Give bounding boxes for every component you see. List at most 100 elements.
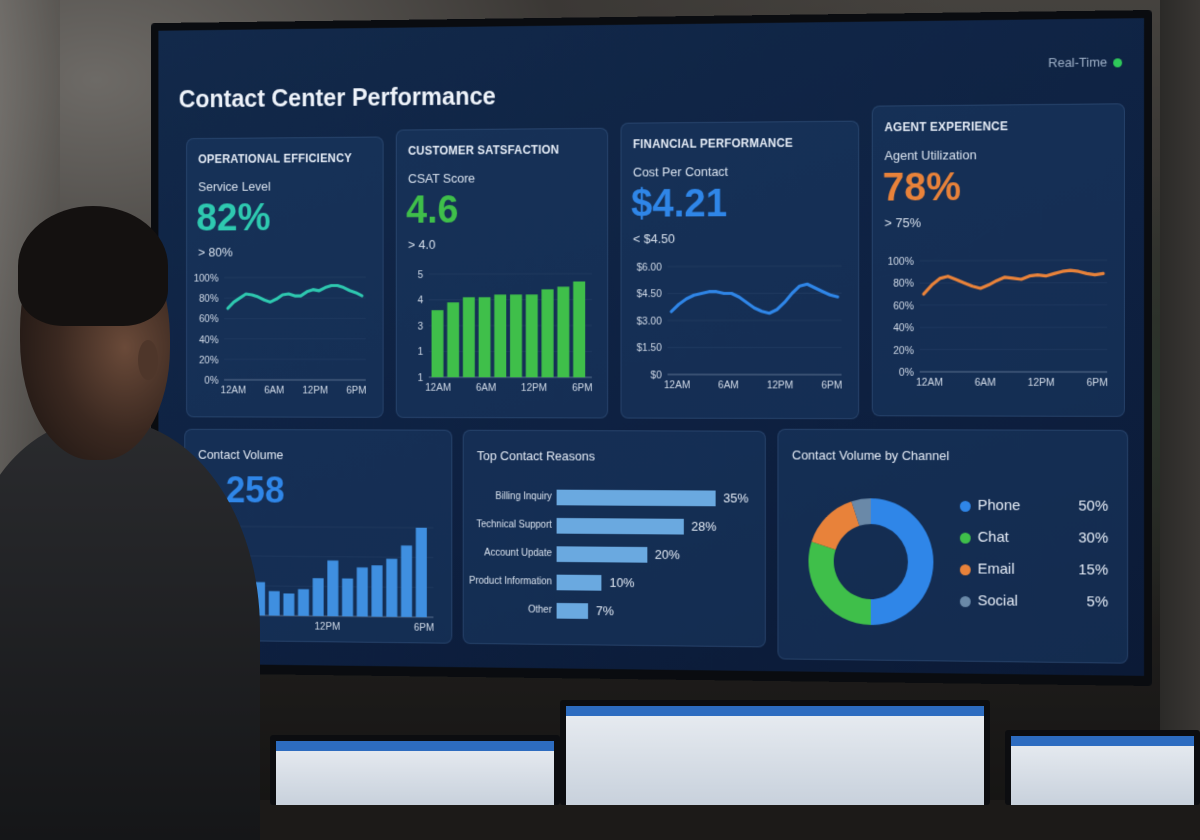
y-tick-label: $3.00	[637, 316, 662, 327]
reason-percent: 28%	[691, 519, 716, 534]
bar	[386, 559, 397, 617]
legend-label: Chat	[978, 529, 1009, 546]
kpi-card-satisfaction: CUSTOMER SATSFACTION CSAT Score 4.6 > 4.…	[396, 128, 608, 419]
legend-value: 50%	[1078, 498, 1108, 515]
y-tick-label: 40%	[893, 323, 914, 334]
x-tick-label: 12AM	[425, 383, 451, 394]
channel-legend: Phone50%Chat30%Email15%Social5%	[960, 496, 1108, 625]
legend-label: Email	[978, 561, 1015, 578]
cost-per-contact-line-chart: $6.00$4.50$3.00$1.50$012AM6AM12PM6PM	[625, 260, 852, 403]
donut-slice	[812, 501, 860, 550]
reason-bar	[557, 546, 648, 562]
legend-row: Chat30%	[960, 528, 1108, 561]
y-tick-label: $4.50	[637, 289, 662, 300]
reasons-title: Top Contact Reasons	[477, 448, 595, 463]
legend-row: Email 15%	[960, 559, 1108, 592]
kpi-metric: Cost Per Contact	[633, 164, 728, 179]
kpi-heading: AGENT EXPERIENCE	[884, 119, 1008, 134]
kpi-heading: CUSTOMER SATSFACTION	[408, 143, 559, 158]
reason-row: Technical Support 28%	[464, 515, 765, 537]
y-tick-label: 20%	[893, 345, 914, 356]
x-tick-label: 12PM	[315, 622, 341, 633]
status-dot-icon	[1113, 58, 1122, 67]
dashboard-screen: Contact Center Performance Real-Time OPE…	[158, 18, 1144, 676]
reason-percent: 35%	[723, 491, 748, 506]
channel-donut-chart	[798, 487, 944, 637]
gridline	[668, 266, 842, 267]
bar	[298, 589, 309, 616]
y-tick-label: 100%	[888, 257, 914, 268]
reasons-bar-chart: Billing Inquiry35%Technical Support28%Ac…	[464, 479, 765, 481]
bar	[313, 578, 324, 616]
bar	[463, 297, 475, 377]
legend-dot-icon	[960, 533, 971, 544]
y-tick-label: 1	[418, 373, 424, 384]
x-tick-label: 12PM	[1028, 378, 1055, 389]
desk-monitor-screen	[276, 741, 554, 805]
y-tick-label: $6.00	[637, 262, 662, 273]
kpi-value: 78%	[883, 165, 961, 210]
x-tick-label: 6PM	[572, 383, 593, 394]
legend-row: Social5%	[960, 591, 1108, 624]
realtime-label: Real-Time	[1048, 55, 1107, 71]
x-tick-label: 6PM	[821, 380, 842, 391]
reason-row: Other7%	[464, 600, 765, 623]
kpi-card-agent: AGENT EXPERIENCE Agent Utilization 78% >…	[872, 103, 1125, 417]
legend-value: 15%	[1078, 561, 1108, 578]
bar	[401, 545, 412, 617]
desk-app-titlebar	[566, 706, 984, 716]
person-ear	[138, 340, 158, 380]
agent-utilization-line-chart: 100%80%60%40%20%0%12AM6AM12PM6PM	[877, 254, 1118, 404]
desk-app-titlebar	[276, 741, 554, 751]
kpi-metric: Service Level	[198, 179, 270, 194]
kpi-value: 4.6	[406, 188, 458, 232]
bar	[526, 295, 538, 378]
person-hair	[18, 206, 168, 326]
bar	[494, 295, 506, 378]
gridline	[920, 260, 1107, 261]
kpi-heading: OPERATIONAL EFFICIENCY	[198, 151, 352, 166]
person-silhouette	[0, 210, 290, 810]
x-tick-label: 6PM	[1087, 378, 1108, 389]
kpi-target: > 4.0	[408, 237, 436, 252]
bar	[557, 287, 569, 378]
top-reasons-card: Top Contact Reasons Billing Inquiry35%Te…	[463, 430, 766, 648]
kpi-heading: FINANCIAL PERFORMANCE	[633, 136, 793, 151]
reason-label: Technical Support	[476, 519, 551, 530]
reason-bar	[557, 490, 716, 507]
donut-slice	[808, 542, 870, 625]
realtime-indicator: Real-Time	[1048, 54, 1122, 70]
reason-label: Billing Inquiry	[495, 491, 551, 502]
y-tick-label: $0	[651, 370, 662, 381]
x-tick-label: 6PM	[346, 386, 366, 397]
desk-app-titlebar	[1011, 736, 1194, 746]
reason-label: Product Information	[469, 576, 552, 587]
kpi-card-financial: FINANCIAL PERFORMANCE Cost Per Contact $…	[621, 121, 860, 420]
reason-label: Account Update	[484, 548, 552, 559]
bar	[542, 289, 554, 377]
desk-monitor-screen	[1011, 736, 1194, 805]
channel-title: Contact Volume by Channel	[792, 448, 949, 463]
kpi-target: > 75%	[884, 215, 920, 230]
legend-dot-icon	[960, 596, 971, 607]
y-tick-label: 3	[418, 322, 424, 333]
bar	[416, 528, 427, 617]
y-tick-label: 1	[418, 347, 424, 358]
reason-bar	[557, 603, 589, 619]
bar	[510, 295, 522, 378]
reason-bar	[557, 518, 684, 535]
bar	[479, 297, 491, 377]
x-tick-label: 6AM	[476, 383, 496, 394]
reason-bar	[557, 575, 602, 591]
bar	[447, 302, 459, 377]
desk-monitor-left	[270, 735, 560, 805]
bar	[432, 310, 444, 377]
legend-dot-icon	[960, 564, 971, 575]
legend-value: 5%	[1087, 593, 1109, 610]
x-tick-label: 12AM	[916, 378, 943, 389]
bar	[573, 281, 585, 377]
csat-bar-chart: 5431112AM6AM12PM6PM	[400, 266, 601, 408]
reason-percent: 10%	[609, 575, 634, 590]
wall-edge	[1160, 0, 1200, 800]
kpi-target: < $4.50	[633, 231, 675, 246]
